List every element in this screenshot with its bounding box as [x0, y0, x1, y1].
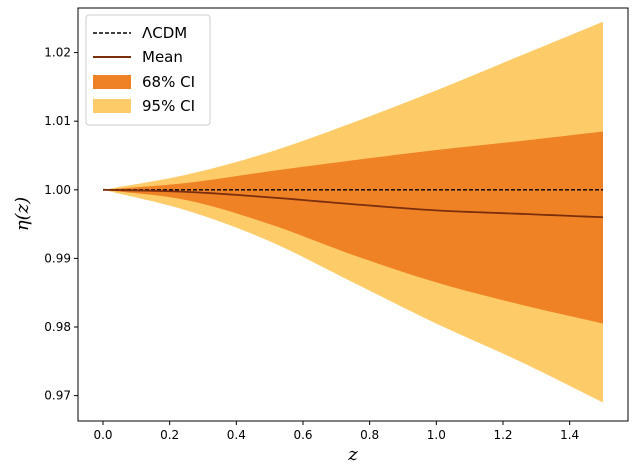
- x-axis-label: z: [347, 444, 358, 464]
- plot-frame: [77, 7, 629, 422]
- legend-marker-ci68: [93, 75, 131, 89]
- y-tick-label: 0.97: [44, 389, 71, 403]
- x-tick-label: 0.6: [293, 428, 312, 442]
- x-tick-label: 1.0: [427, 428, 446, 442]
- line-mean: [102, 188, 604, 219]
- x-tick-label: 1.2: [493, 428, 512, 442]
- y-tick-label: 1.00: [44, 183, 71, 197]
- y-tick-label: 0.98: [44, 320, 71, 334]
- confidence-bands: [103, 21, 603, 403]
- legend-label-ci95: 95% CI: [142, 97, 195, 115]
- band-ci68: [103, 131, 603, 324]
- y-tick-label: 1.02: [44, 46, 71, 60]
- x-tick-label: 0.0: [93, 428, 112, 442]
- legend-marker-ci95: [93, 99, 131, 113]
- legend-label-mean: Mean: [142, 48, 183, 66]
- y-tick-label: 0.99: [44, 251, 71, 265]
- legend-label-lcdm: ΛCDM: [142, 24, 187, 42]
- y-axis-label: η(z): [12, 197, 33, 231]
- y-axis-ticks: 0.97 0.98 0.99 1.00 1.01 1.02: [44, 46, 78, 403]
- x-tick-label: 0.4: [227, 428, 246, 442]
- legend-label-ci68: 68% CI: [142, 73, 195, 91]
- y-tick-label: 1.01: [44, 114, 71, 128]
- legend: ΛCDM Mean 68% CI 95% CI: [85, 14, 211, 126]
- x-tick-label: 1.4: [560, 428, 579, 442]
- series-lines: [102, 188, 604, 219]
- x-axis-ticks: 0.0 0.2 0.4 0.6 0.8 1.0 1.2 1.4: [93, 421, 579, 442]
- x-tick-label: 0.8: [360, 428, 379, 442]
- legend-box: [85, 14, 211, 126]
- x-tick-label: 0.2: [160, 428, 179, 442]
